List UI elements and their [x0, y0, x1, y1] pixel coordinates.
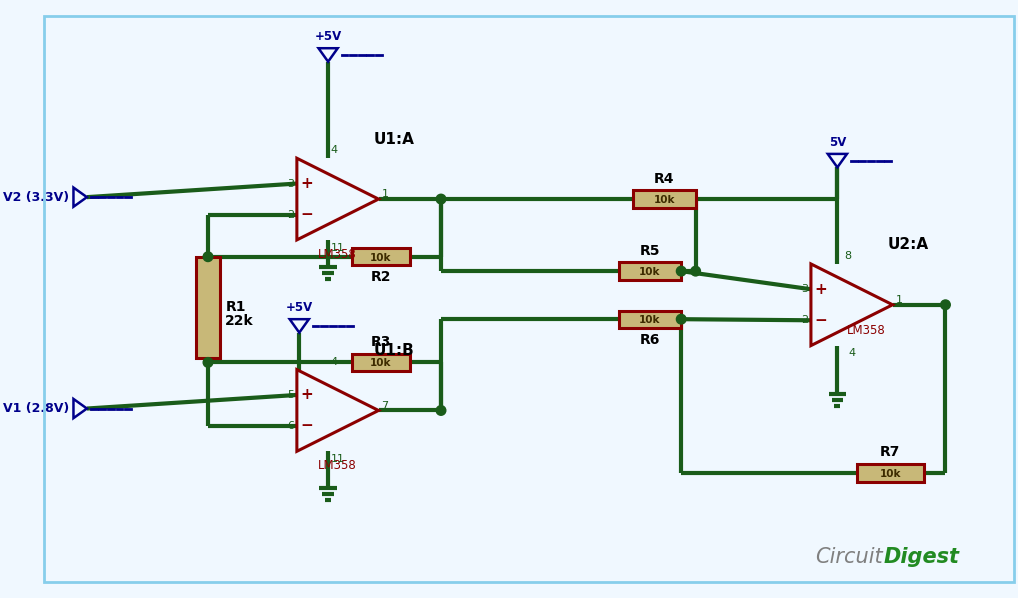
Text: +: + [814, 282, 827, 297]
FancyBboxPatch shape [619, 263, 681, 280]
Text: 4: 4 [331, 357, 338, 367]
Text: 10k: 10k [639, 315, 661, 325]
Circle shape [204, 358, 213, 367]
Text: 4: 4 [331, 145, 338, 155]
Text: 5: 5 [287, 390, 294, 400]
Text: R3: R3 [371, 335, 391, 349]
Text: 4: 4 [848, 349, 855, 358]
Text: 10k: 10k [654, 195, 675, 205]
Text: +: + [300, 176, 313, 191]
Text: 11: 11 [331, 243, 345, 253]
Text: V1 (2.8V): V1 (2.8V) [3, 402, 69, 415]
Text: R4: R4 [655, 172, 675, 185]
Text: LM358: LM358 [847, 324, 886, 337]
Circle shape [436, 194, 446, 204]
Circle shape [204, 252, 213, 261]
Text: 8: 8 [845, 251, 852, 261]
Text: 10k: 10k [639, 267, 661, 277]
Circle shape [941, 300, 950, 310]
Text: 2: 2 [801, 315, 808, 325]
Text: Digest: Digest [884, 548, 960, 568]
Text: −: − [300, 419, 313, 434]
FancyBboxPatch shape [633, 190, 695, 208]
Text: R1: R1 [225, 300, 245, 314]
Text: 7: 7 [382, 401, 389, 411]
FancyBboxPatch shape [619, 310, 681, 328]
Text: 10k: 10k [371, 358, 392, 368]
Text: Circuit: Circuit [815, 548, 883, 568]
Text: +5V: +5V [315, 30, 342, 44]
Text: R2: R2 [371, 270, 391, 284]
FancyBboxPatch shape [856, 464, 923, 481]
Text: V2 (3.3V): V2 (3.3V) [3, 191, 69, 204]
Text: LM358: LM358 [319, 248, 357, 261]
Text: 10k: 10k [880, 469, 901, 479]
Text: LM358: LM358 [319, 459, 357, 472]
Text: 3: 3 [287, 179, 294, 188]
Text: 22k: 22k [225, 313, 253, 328]
Text: 6: 6 [287, 421, 294, 431]
Text: R7: R7 [880, 446, 900, 459]
FancyBboxPatch shape [196, 257, 220, 358]
Circle shape [676, 315, 686, 324]
Text: 3: 3 [801, 284, 808, 294]
Text: U1:A: U1:A [374, 132, 414, 147]
Text: 11: 11 [331, 454, 345, 464]
Text: 2: 2 [287, 209, 294, 219]
FancyBboxPatch shape [352, 354, 410, 371]
Text: −: − [300, 207, 313, 222]
FancyBboxPatch shape [352, 248, 410, 266]
Text: +: + [300, 388, 313, 402]
Text: 10k: 10k [371, 253, 392, 263]
Text: R5: R5 [639, 243, 661, 258]
Circle shape [676, 266, 686, 276]
Text: +5V: +5V [286, 301, 313, 315]
Text: U2:A: U2:A [888, 237, 929, 252]
Text: 5V: 5V [829, 136, 846, 149]
Text: U1:B: U1:B [374, 343, 414, 358]
Circle shape [436, 405, 446, 415]
Circle shape [691, 266, 700, 276]
Text: R6: R6 [639, 332, 661, 347]
Text: 1: 1 [896, 295, 903, 305]
Text: 1: 1 [382, 189, 389, 199]
Text: −: − [814, 313, 827, 328]
